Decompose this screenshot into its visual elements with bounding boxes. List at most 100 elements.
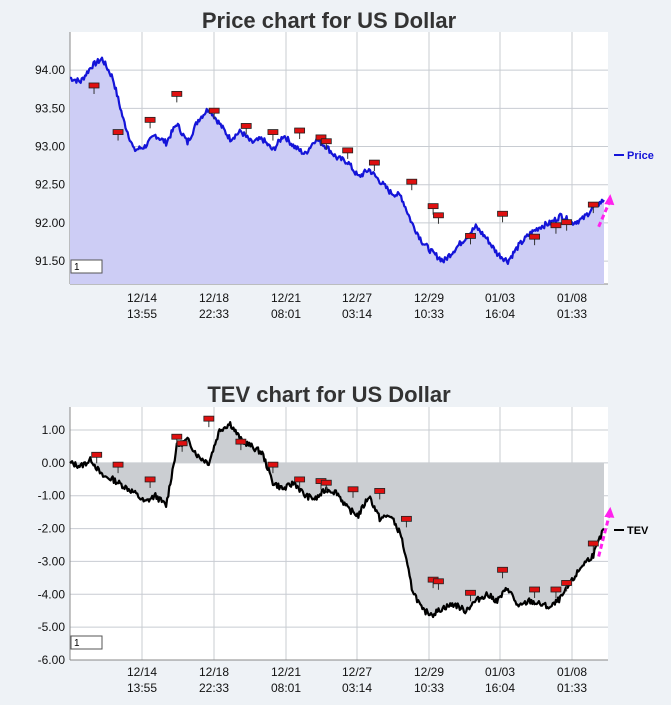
event-marker — [587, 540, 599, 552]
x-tick-time: 13:55 — [127, 307, 157, 321]
x-tick-date: 12/18 — [199, 291, 229, 305]
event-marker-flag — [144, 116, 156, 123]
event-marker-flag — [240, 123, 252, 129]
x-tick-time: 10:33 — [414, 307, 444, 321]
event-marker — [91, 451, 103, 464]
event-marker — [203, 415, 215, 428]
x-tick-date: 01/03 — [485, 665, 515, 679]
event-marker — [465, 233, 476, 245]
event-marker-flag — [144, 476, 156, 483]
y-tick-label: -1.00 — [38, 489, 66, 503]
event-marker-flag — [347, 486, 359, 493]
event-marker — [347, 486, 359, 498]
event-marker — [176, 440, 188, 452]
x-tick-date: 12/27 — [342, 291, 372, 305]
event-marker — [401, 515, 412, 528]
event-marker — [320, 138, 332, 150]
y-tick-label: 91.50 — [35, 254, 65, 268]
x-tick-time: 08:01 — [271, 307, 301, 321]
y-tick-label: -4.00 — [38, 587, 66, 601]
event-marker — [368, 159, 380, 172]
zoom-slider-box — [70, 259, 103, 274]
event-marker — [433, 578, 444, 590]
event-marker — [465, 589, 476, 602]
event-marker-flag — [427, 203, 439, 210]
x-tick-time: 16:04 — [485, 307, 515, 321]
event-marker — [529, 586, 540, 598]
y-tick-label: 1.00 — [42, 423, 66, 437]
event-marker-flag — [587, 540, 599, 547]
event-marker-flag — [529, 233, 540, 240]
event-marker-flag — [497, 566, 508, 573]
event-marker — [144, 476, 156, 488]
event-marker-flag — [401, 515, 412, 522]
event-marker-flag — [561, 580, 573, 586]
event-marker — [88, 82, 100, 94]
zoom-slider[interactable]: 1 — [70, 259, 103, 274]
x-tick-time: 03:14 — [342, 307, 372, 321]
event-marker-flag — [465, 233, 476, 239]
series-line — [69, 56, 605, 265]
event-marker-flag — [587, 201, 599, 208]
x-tick-date: 12/21 — [271, 665, 301, 679]
event-marker-flag — [267, 129, 279, 135]
x-tick-date: 01/08 — [557, 665, 587, 679]
series-line — [69, 421, 605, 619]
event-marker — [171, 90, 183, 103]
event-marker — [235, 438, 247, 451]
chart-panel-2: TEV chart for US Dollar 1.00 0.00 -1.00 -2.0… — [38, 382, 649, 695]
chart-panel-1: Price chart for US Dollar 94.00 93.50 93.00… — [35, 8, 654, 321]
event-marker-flag — [550, 586, 562, 593]
event-marker — [561, 219, 573, 231]
x-tick-time: 01:33 — [557, 681, 587, 695]
event-marker — [112, 461, 124, 474]
event-marker-flag — [465, 589, 476, 596]
event-marker-flag — [235, 438, 247, 445]
event-marker — [294, 476, 306, 488]
event-marker-flag — [433, 212, 444, 219]
event-marker — [240, 123, 252, 135]
event-marker-flag — [112, 461, 124, 468]
event-marker — [406, 178, 418, 191]
event-marker — [374, 488, 386, 500]
event-marker — [342, 147, 354, 159]
zoom-slider[interactable]: 1 — [70, 635, 103, 650]
event-marker-flag — [203, 415, 215, 422]
x-tick-time: 03:14 — [342, 681, 372, 695]
event-marker — [550, 222, 562, 234]
event-marker-flag — [294, 127, 306, 134]
event-marker-flag — [112, 129, 124, 135]
event-marker — [561, 580, 573, 592]
event-marker — [320, 479, 332, 492]
x-tick-time: 08:01 — [271, 681, 301, 695]
x-tick-time: 10:33 — [414, 681, 444, 695]
y-tick-label: -6.00 — [38, 653, 66, 667]
event-marker-flag — [91, 451, 103, 458]
y-tick-label: 0.00 — [42, 456, 66, 470]
event-marker-flag — [88, 82, 100, 89]
event-marker — [497, 566, 508, 579]
x-tick-date: 01/08 — [557, 291, 587, 305]
x-tick-date: 12/14 — [127, 291, 157, 305]
legend-label: TEV — [627, 525, 649, 537]
x-tick-time: 13:55 — [127, 681, 157, 695]
legend-label: Price — [627, 150, 654, 162]
event-marker-flag — [342, 147, 354, 154]
event-marker-flag — [208, 107, 220, 114]
chart-title: TEV chart for US Dollar — [207, 382, 451, 407]
event-marker — [112, 129, 124, 141]
event-marker-flag — [368, 159, 380, 166]
event-marker-flag — [294, 476, 306, 483]
x-tick-date: 12/18 — [199, 665, 229, 679]
event-marker — [144, 116, 156, 129]
x-tick-date: 12/29 — [414, 291, 444, 305]
x-tick-date: 12/14 — [127, 665, 157, 679]
event-marker-flag — [561, 219, 573, 226]
y-tick-label: 93.00 — [35, 140, 65, 154]
event-marker-flag — [433, 578, 444, 585]
event-marker — [529, 233, 540, 246]
event-marker-flag — [171, 433, 183, 440]
event-marker — [267, 129, 279, 141]
trend-arrow-head — [604, 506, 615, 518]
zoom-slider-box — [70, 635, 103, 650]
